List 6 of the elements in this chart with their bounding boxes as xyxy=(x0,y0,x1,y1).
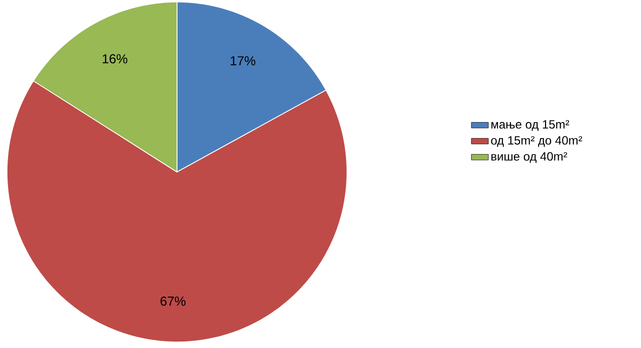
legend-label: мање од 15m² xyxy=(491,120,570,131)
data-label: 17% xyxy=(230,56,256,66)
legend-label: од 15m² до 40m² xyxy=(491,136,582,147)
legend-label: више од 40m² xyxy=(491,152,568,163)
data-label: 16% xyxy=(102,54,128,64)
data-label: 67% xyxy=(160,296,186,306)
